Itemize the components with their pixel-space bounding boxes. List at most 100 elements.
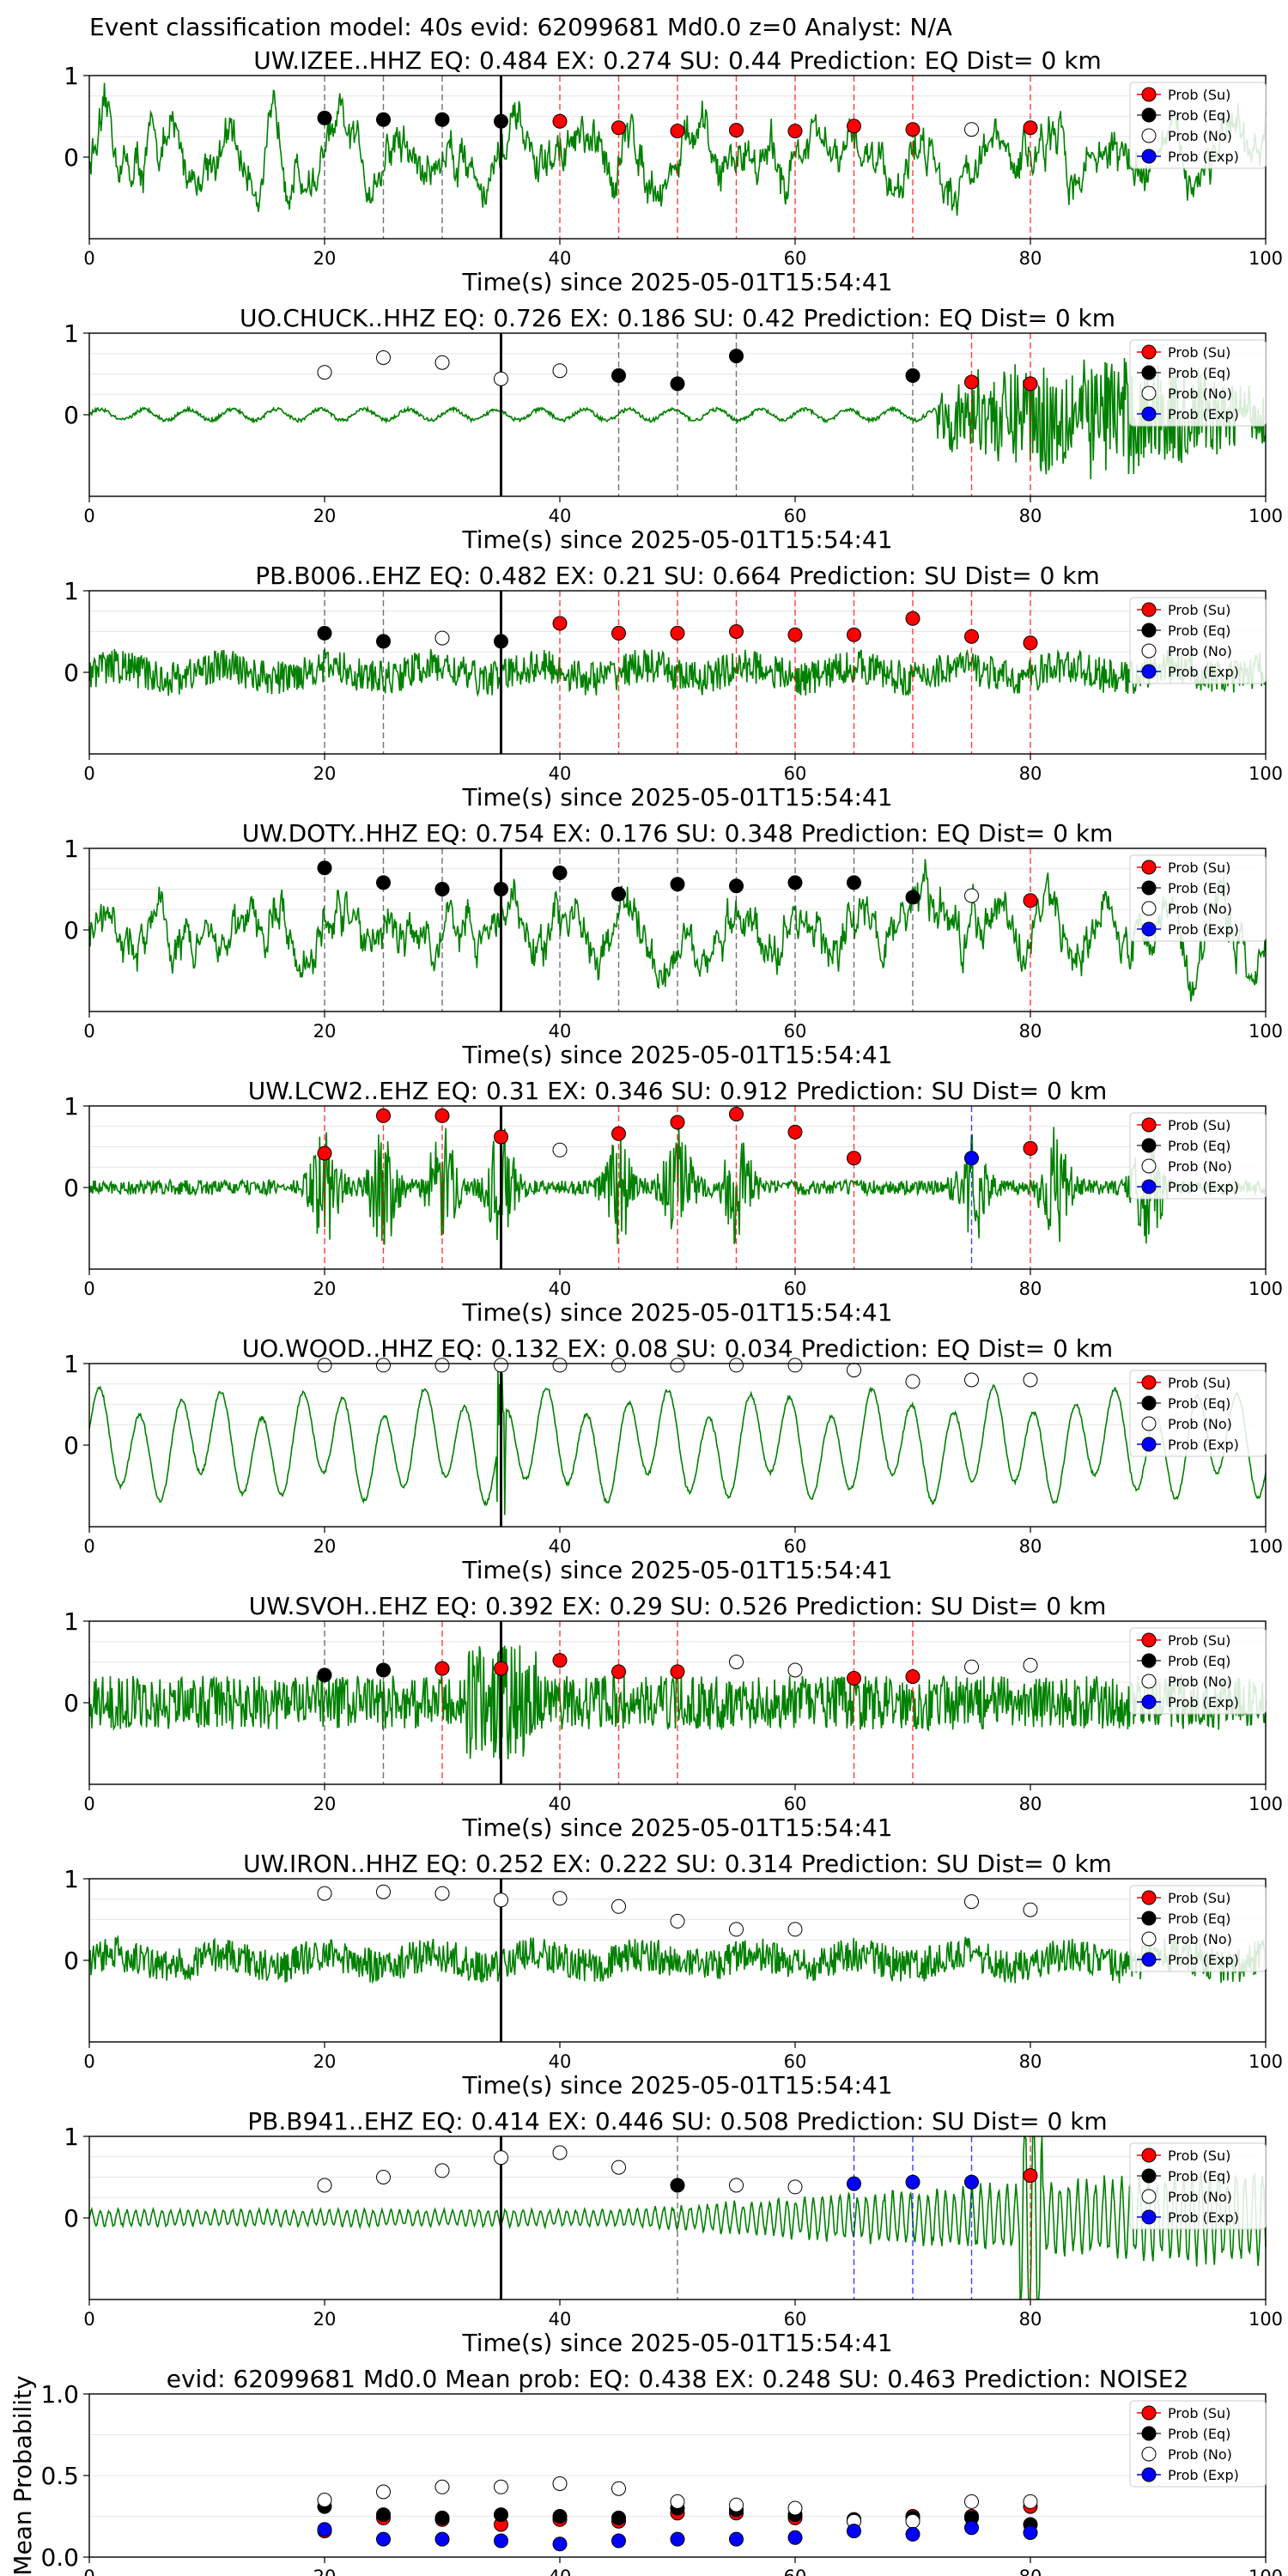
legend-marker-eq <box>1141 880 1157 896</box>
legend-label-no: Prob (No) <box>1168 643 1232 659</box>
x-axis-label: Time(s) since 2025-05-01T15:54:41 <box>461 783 892 811</box>
legend-label-su: Prob (Su) <box>1168 1375 1230 1391</box>
legend: Prob (Su) Prob (Eq) Prob (No) Prob (Exp) <box>1129 339 1267 427</box>
prob-marker-no <box>434 2163 450 2178</box>
prob-marker-no <box>552 1891 568 1906</box>
panel-title: UW.SVOH..EHZ EQ: 0.392 EX: 0.29 SU: 0.52… <box>249 1592 1107 1620</box>
panel-title: PB.B941..EHZ EQ: 0.414 EX: 0.446 SU: 0.5… <box>247 2107 1107 2136</box>
prob-marker-eq <box>787 875 803 890</box>
prob-marker-no <box>729 1655 744 1669</box>
prob-marker-su <box>434 1108 450 1123</box>
y-tick-label: 1 <box>64 319 79 348</box>
prob-marker-no <box>1023 1372 1038 1388</box>
legend-marker-no <box>1141 1674 1157 1689</box>
x-tick-label: 60 <box>784 1279 807 1299</box>
mean-marker-no <box>494 2479 508 2494</box>
legend-marker-eq <box>1141 623 1157 638</box>
legend-label-exp: Prob (Exp) <box>1168 1437 1239 1453</box>
prob-marker-su <box>847 118 861 134</box>
legend-marker-exp <box>1141 149 1157 164</box>
prob-marker-no <box>376 1884 391 1899</box>
prob-marker-su <box>611 625 626 641</box>
legend-label-su: Prob (Su) <box>1168 1632 1230 1649</box>
prob-marker-su <box>670 625 685 641</box>
prob-marker-exp <box>905 2174 920 2190</box>
legend-marker-exp <box>1141 921 1157 937</box>
prob-marker-no <box>317 1886 332 1901</box>
legend: Prob (Su) Prob (Eq) Prob (No) Prob (Exp) <box>1129 2400 1267 2488</box>
prob-marker-su <box>1023 1140 1038 1156</box>
prob-marker-no <box>552 1142 568 1157</box>
x-axis-label: Time(s) since 2025-05-01T15:54:41 <box>461 268 892 296</box>
mean-marker-no <box>670 2494 685 2509</box>
prob-marker-no <box>729 2178 744 2193</box>
station-panel-2: UO.CHUCK..HHZ EQ: 0.726 EX: 0.186 SU: 0.… <box>64 304 1283 554</box>
panel-title: UW.IRON..HHZ EQ: 0.252 EX: 0.222 SU: 0.3… <box>243 1850 1112 1878</box>
x-tick-label: 20 <box>313 1536 337 1557</box>
y-tick-label: 1.0 <box>40 2380 79 2409</box>
prob-marker-su <box>905 1669 920 1685</box>
y-tick-label: 1 <box>64 2123 79 2151</box>
prob-marker-no <box>494 371 508 386</box>
prob-marker-su <box>376 1108 391 1123</box>
prob-marker-no <box>611 2160 626 2175</box>
mean-marker-no <box>611 2481 626 2496</box>
legend-label-no: Prob (No) <box>1168 1416 1232 1432</box>
legend-frame <box>1129 339 1267 427</box>
legend-label-no: Prob (No) <box>1168 128 1232 144</box>
prob-marker-exp <box>964 2174 979 2190</box>
prob-marker-eq <box>847 875 861 890</box>
prob-marker-no <box>611 1899 626 1914</box>
legend-marker-exp <box>1141 2467 1157 2482</box>
legend-frame <box>1129 1370 1267 1457</box>
mean-marker-eq <box>611 2510 626 2525</box>
prob-marker-su <box>434 1661 450 1676</box>
x-tick-label: 40 <box>549 248 572 269</box>
x-tick-label: 40 <box>549 1279 572 1299</box>
legend-marker-no <box>1141 1158 1157 1174</box>
prob-marker-su <box>1023 635 1038 651</box>
prob-marker-no <box>376 350 391 365</box>
legend-marker-eq <box>1141 1911 1157 1926</box>
x-tick-label: 0 <box>83 506 94 526</box>
x-tick-label: 100 <box>1249 2567 1283 2576</box>
legend-label-su: Prob (Su) <box>1168 2405 1230 2421</box>
prob-marker-eq <box>670 2178 685 2193</box>
legend-marker-eq <box>1141 2168 1157 2184</box>
prob-marker-su <box>787 627 803 642</box>
legend-marker-su <box>1141 860 1157 875</box>
legend: Prob (Su) Prob (Eq) Prob (No) Prob (Exp) <box>1129 2142 1267 2230</box>
prob-marker-no <box>729 1922 744 1937</box>
prob-marker-su <box>847 1151 861 1166</box>
y-tick-label: 0 <box>64 1174 79 1202</box>
prob-marker-eq <box>670 877 685 892</box>
legend-label-exp: Prob (Exp) <box>1168 1179 1239 1195</box>
panel-title: evid: 62099681 Md0.0 Mean prob: EQ: 0.43… <box>167 2365 1189 2393</box>
mean-marker-exp <box>1023 2525 1038 2540</box>
y-tick-label: 0 <box>64 401 79 429</box>
station-panel-5: UW.LCW2..EHZ EQ: 0.31 EX: 0.346 SU: 0.91… <box>64 1077 1283 1327</box>
prob-marker-eq <box>376 634 391 649</box>
x-tick-label: 40 <box>549 2051 572 2072</box>
y-tick-label: 0 <box>64 659 79 687</box>
y-tick-label: 1 <box>64 1865 79 1893</box>
y-tick-label: 1 <box>64 577 79 605</box>
legend-label-no: Prob (No) <box>1168 1158 1232 1175</box>
prob-marker-no <box>964 888 979 903</box>
prob-marker-no <box>964 1659 979 1674</box>
prob-marker-no <box>787 1922 803 1937</box>
legend-label-no: Prob (No) <box>1168 2446 1232 2463</box>
x-tick-label: 0 <box>83 1794 94 1814</box>
prob-marker-su <box>1023 120 1038 136</box>
waveform-trace <box>88 82 1267 216</box>
x-tick-label: 80 <box>1019 1794 1042 1814</box>
legend-label-eq: Prob (Eq) <box>1168 880 1230 896</box>
legend-marker-exp <box>1141 1952 1157 1967</box>
prob-marker-exp <box>847 2176 861 2191</box>
mean-marker-exp <box>434 2531 450 2547</box>
legend: Prob (Su) Prob (Eq) Prob (No) Prob (Exp) <box>1129 1885 1267 1972</box>
prob-marker-su <box>611 1126 626 1141</box>
prob-marker-eq <box>905 368 920 383</box>
mean-marker-exp <box>494 2533 508 2549</box>
prob-marker-eq <box>494 634 508 649</box>
